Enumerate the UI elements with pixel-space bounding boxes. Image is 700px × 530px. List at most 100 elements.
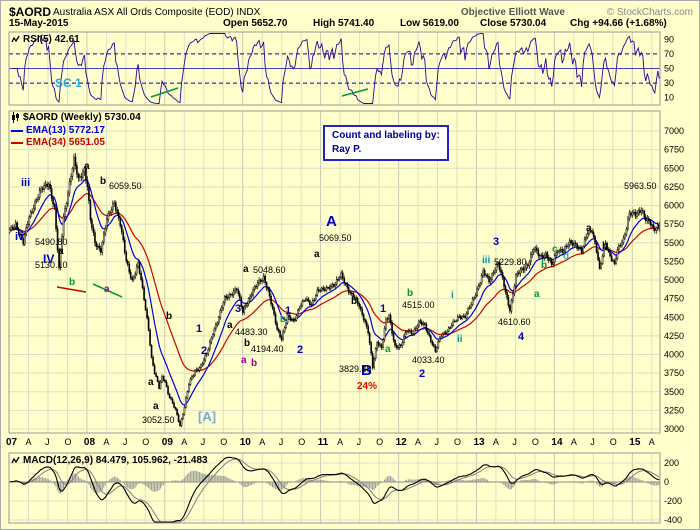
x-axis-label: O [220, 437, 227, 447]
x-axis-label: O [532, 437, 539, 447]
indicator-icon [11, 35, 20, 43]
chg-label: Chg [570, 18, 590, 29]
grid-layer: 07 A J O 08 A J O 09 A J O 10 A J O 11 A J O 12 A J O 13 A J O 14 A J O… [6, 32, 660, 523]
quote-change: Chg +94.66 (+1.68%) [570, 18, 667, 29]
x-axis-label: O [298, 437, 305, 447]
symbol-legend: $AORD (Weekly) 5730.04 [23, 112, 141, 123]
quote-low: Low 5619.00 [400, 18, 459, 29]
price-tick: 3750 [664, 368, 684, 378]
trendline-segments [56, 87, 369, 298]
price-tick: 6250 [664, 182, 684, 192]
x-axis-label: 10 [240, 437, 252, 448]
price-tick: 3250 [664, 405, 684, 415]
ema13-legend: EMA(13) 5772.17 [26, 125, 105, 136]
x-axis-label: J [123, 437, 128, 447]
rsi-legend-text: RSI(5) 42.61 [23, 34, 80, 45]
price-tick: 6000 [664, 201, 684, 211]
x-axis-label: 12 [396, 437, 408, 448]
price-tick: 5750 [664, 219, 684, 229]
x-axis-label: 11 [318, 437, 329, 448]
close-value: 5730.04 [510, 18, 547, 29]
ema34-legend-row: EMA(34) 5651.05 [11, 137, 105, 148]
rsi-tick: 30 [664, 78, 674, 88]
quote-date: 15-May-2015 [9, 18, 69, 29]
x-axis-label: J [45, 437, 50, 447]
quote-close: Close 5730.04 [480, 18, 546, 29]
macd-tick: 200 [664, 458, 679, 468]
quote-open: Open 5652.70 [223, 18, 288, 29]
price-tick: 5250 [664, 256, 684, 266]
note-line2: Ray P. [332, 144, 362, 155]
x-axis-label: J [201, 437, 206, 447]
price-tick: 4750 [664, 294, 684, 304]
price-tick: 4500 [664, 312, 684, 322]
x-axis-label: O [376, 437, 383, 447]
x-axis-label: J [435, 437, 440, 447]
macd-line [9, 456, 660, 523]
macd-tick: -400 [664, 515, 682, 525]
y-axis-labels: 90 70 50 30 10 7000 6750 6500 6250 6000 5750 5500 52… [664, 34, 684, 525]
macd-signal-line [9, 458, 660, 523]
price-tick: 6500 [664, 163, 684, 173]
x-axis-label: 07 [6, 437, 18, 448]
price-tick: 3500 [664, 387, 684, 397]
x-axis-label: J [279, 437, 284, 447]
x-axis-label: A [181, 437, 187, 447]
x-axis-label: O [142, 437, 149, 447]
chg-value: +94.66 (+1.68%) [592, 18, 667, 29]
macd-tick: -200 [664, 496, 682, 506]
x-axis-label: 14 [551, 437, 563, 448]
macd-tick: 0 [664, 477, 669, 487]
close-label: Close [480, 18, 508, 29]
x-axis-label: A [259, 437, 265, 447]
ema13-legend-row: EMA(13) 5772.17 [11, 125, 105, 136]
count-note-box: Count and labeling by: Ray P. [323, 125, 449, 161]
panel-borders [8, 31, 661, 524]
rsi-tick: 90 [664, 34, 674, 44]
indicator-icon [11, 456, 20, 464]
ema34-legend: EMA(34) 5651.05 [26, 137, 105, 148]
x-axis-label: O [64, 437, 71, 447]
x-axis-label: J [357, 437, 362, 447]
price-legend: $AORD (Weekly) 5730.04 [11, 112, 141, 123]
price-tick: 5500 [664, 238, 684, 248]
open-value: 5652.70 [251, 18, 288, 29]
ema34-swatch [11, 141, 23, 144]
low-label: Low [400, 18, 420, 29]
price-tick: 3000 [664, 424, 684, 434]
rsi-tick: 70 [664, 49, 674, 59]
x-axis-label: 13 [474, 437, 486, 448]
macd-legend-text: MACD(12,26,9) 84.479, 105.962, -21.483 [23, 455, 208, 466]
quote-high: High 5741.40 [313, 18, 374, 29]
price-tick: 4250 [664, 331, 684, 341]
ema13-swatch [11, 129, 23, 132]
x-axis-label: J [590, 437, 595, 447]
symbol-description: Australia ASX All Ords Composite (EOD) I… [53, 7, 261, 18]
rsi-legend: RSI(5) 42.61 [11, 34, 80, 45]
price-tick: 5000 [664, 275, 684, 285]
x-axis-label: O [454, 437, 461, 447]
macd-legend: MACD(12,26,9) 84.479, 105.962, -21.483 [11, 455, 208, 466]
price-tick: 7000 [664, 126, 684, 136]
x-axis-label: A [571, 437, 577, 447]
low-value: 5619.00 [422, 18, 459, 29]
note-line1: Count and labeling by: [332, 130, 440, 141]
high-label: High [313, 18, 336, 29]
rsi-tick: 10 [664, 93, 674, 103]
x-axis-label: J [512, 437, 517, 447]
rsi-tick: 50 [664, 64, 674, 74]
symbol: $AORD [9, 5, 52, 19]
rsi-line [12, 33, 660, 104]
copyright: © StockCharts.com [606, 7, 693, 18]
x-axis-label: A [337, 437, 343, 447]
price-tick: 6750 [664, 145, 684, 155]
brand-label: Objective Elliott Wave [460, 7, 565, 18]
open-label: Open [223, 18, 249, 29]
price-tick: 4000 [664, 350, 684, 360]
candles-layer [8, 153, 661, 427]
x-axis-label: A [493, 437, 499, 447]
candlestick-icon [12, 112, 19, 123]
high-value: 5741.40 [338, 18, 375, 29]
x-axis-label: 15 [629, 437, 641, 448]
